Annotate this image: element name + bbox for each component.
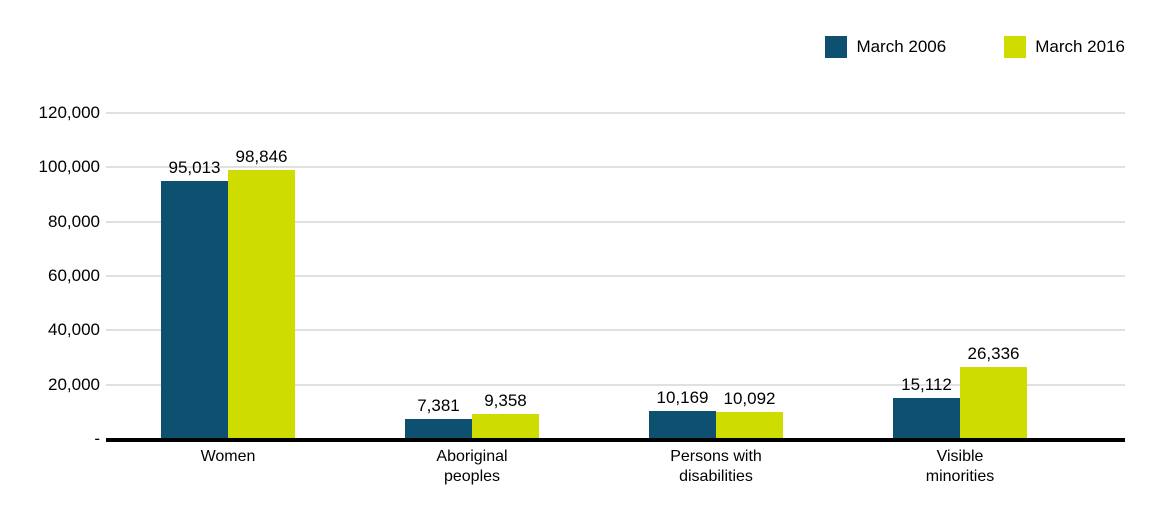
- x-axis-line: [106, 438, 1125, 442]
- bar-march-2016-visible: [960, 367, 1027, 439]
- gridline: [106, 112, 1125, 114]
- category-label-persons-with: Persons with disabilities: [670, 448, 762, 485]
- chart-legend: March 2006 March 2016: [825, 36, 1125, 58]
- y-axis-tick-label: 40,000: [48, 320, 100, 340]
- legend-label-march-2016: March 2016: [1035, 37, 1125, 56]
- legend-item-march-2016: March 2016: [1004, 36, 1125, 58]
- bar-value-label: 26,336: [967, 344, 1020, 363]
- category-label-aboriginal: Aboriginal peoples: [436, 448, 508, 485]
- gridline: [106, 383, 1125, 386]
- bar-march-2006-visible: [893, 398, 960, 439]
- gridline: [106, 220, 1125, 223]
- legend-label-march-2006: March 2006: [856, 37, 947, 56]
- gridline: [106, 275, 1125, 277]
- y-axis-tick-label: 60,000: [48, 266, 100, 285]
- bar-value-label: 7,381: [417, 396, 460, 415]
- bar-march-2016-women: [228, 170, 295, 439]
- bar-march-2016-persons-with: [716, 412, 783, 439]
- bar-value-label: 10,092: [723, 389, 776, 408]
- bar-march-2006-aboriginal: [405, 419, 472, 439]
- y-axis-tick-label: 20,000: [48, 374, 100, 394]
- legend-item-march-2006: March 2006: [825, 36, 946, 58]
- category-label-women: Women: [200, 448, 256, 465]
- y-axis-tick-label: 100,000: [38, 157, 100, 177]
- y-axis-tick-label: -: [94, 429, 100, 448]
- y-axis-tick-label: 80,000: [48, 211, 100, 231]
- bar-value-label: 15,112: [901, 375, 952, 394]
- legend-swatch-march-2016: [1004, 36, 1027, 58]
- bar-march-2006-persons-with: [649, 411, 716, 439]
- legend-swatch-march-2006: [825, 36, 848, 58]
- bar-march-2006-women: [161, 181, 228, 439]
- bar-value-label: 98,846: [235, 147, 288, 166]
- bar-value-label: 9,358: [484, 391, 527, 410]
- gridline: [106, 329, 1125, 332]
- gridline: [106, 166, 1125, 169]
- category-label-visible: Visible minorities: [925, 448, 995, 485]
- bar-march-2016-aboriginal: [472, 414, 539, 439]
- bar-value-label: 10,169: [656, 388, 709, 407]
- y-axis-tick-label: 120,000: [38, 103, 100, 122]
- bar-value-label: 95,013: [168, 158, 221, 177]
